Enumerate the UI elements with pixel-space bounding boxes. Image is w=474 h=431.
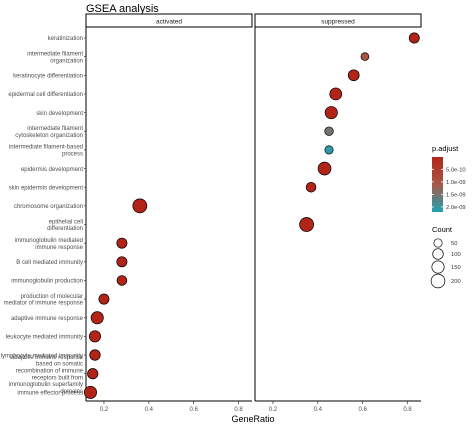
data-point: [116, 237, 128, 249]
data-point: [87, 368, 99, 380]
y-tick-label: epithelial cell differentiation: [47, 219, 83, 232]
data-point: [305, 181, 317, 193]
facet-label: activated: [156, 19, 182, 26]
size-legend-label: 200: [451, 279, 461, 285]
x-tick-label: 0.6: [359, 407, 368, 413]
data-point: [88, 330, 101, 343]
data-point: [347, 69, 360, 82]
x-tick-label: 0.6: [190, 407, 199, 413]
x-tick-label: 0.8: [403, 407, 412, 413]
facet-label: suppressed: [321, 19, 355, 26]
x-tick-label: 0.4: [314, 407, 323, 413]
color-legend-label: 1.5e-09: [446, 192, 466, 198]
color-legend-title: p.adjust: [432, 144, 459, 153]
x-tick-label: 0.2: [100, 407, 109, 413]
chart-title: GSEA analysis: [86, 3, 159, 15]
size-legend-key: [431, 260, 445, 274]
size-legend-label: 50: [451, 241, 457, 247]
data-point: [324, 126, 334, 136]
y-tick-label: adaptive immune response: [11, 316, 84, 322]
y-tick-label: skin epidermis development: [9, 185, 84, 191]
facet-strip-activated: [85, 13, 253, 28]
y-tick-label: immunoglobulin mediated immune response: [15, 238, 84, 251]
x-tick-label: 0.8: [234, 407, 243, 413]
data-point: [329, 87, 343, 101]
x-tick-label: 0.4: [145, 407, 154, 413]
data-point: [324, 106, 338, 120]
data-point: [98, 293, 110, 305]
y-tick-label: leukocyte mediated immunity: [6, 335, 83, 341]
data-point: [360, 52, 370, 61]
data-point: [408, 32, 420, 44]
data-point: [132, 198, 148, 214]
color-legend-label: 2.0e-09: [446, 205, 466, 211]
x-tick-label: 0.2: [269, 407, 278, 413]
y-tick-label: immunoglobulin production: [11, 279, 83, 285]
size-legend-key: [433, 238, 443, 248]
y-tick-label: skin development: [36, 111, 83, 117]
data-point: [317, 161, 332, 176]
y-tick-label: keratinization: [48, 36, 83, 42]
data-point: [89, 349, 101, 361]
facet-strip-suppressed: [254, 13, 422, 28]
data-point: [90, 311, 104, 325]
color-bar: [432, 157, 443, 212]
y-tick-label: lymphocyte mediated immunity: [1, 353, 83, 359]
y-tick-label: immune effector process: [17, 391, 83, 397]
y-tick-label: epidermis development: [21, 167, 83, 173]
y-tick-label: intermediate filament organization: [27, 51, 83, 64]
data-point: [324, 145, 334, 155]
y-tick-label: adaptive immune response based on somatic…: [9, 355, 84, 395]
size-legend-key: [432, 248, 444, 260]
color-legend-label: 1.0e-09: [446, 180, 466, 186]
color-legend-label: 5.0e-10: [446, 167, 466, 173]
x-axis-label: GeneRatio: [231, 414, 274, 424]
size-legend-title: Count: [432, 225, 453, 234]
size-legend-label: 150: [451, 265, 461, 271]
y-tick-label: production of molecular mediator of immun…: [4, 294, 84, 307]
size-legend-key: [430, 273, 446, 289]
size-legend-label: 100: [451, 252, 461, 258]
data-point: [83, 385, 97, 399]
y-tick-label: B cell mediated immunity: [16, 260, 83, 266]
y-tick-label: keratinocyte differentiation: [13, 74, 83, 80]
data-point: [299, 217, 314, 232]
data-point: [116, 275, 128, 286]
y-tick-label: intermediate filament cytoskeleton organi…: [15, 126, 83, 139]
data-point: [116, 256, 128, 268]
y-tick-label: intermediate filament-based process: [9, 145, 83, 158]
y-tick-label: epidermal cell differentiation: [8, 92, 83, 98]
y-tick-label: chromosome organization: [14, 204, 83, 210]
